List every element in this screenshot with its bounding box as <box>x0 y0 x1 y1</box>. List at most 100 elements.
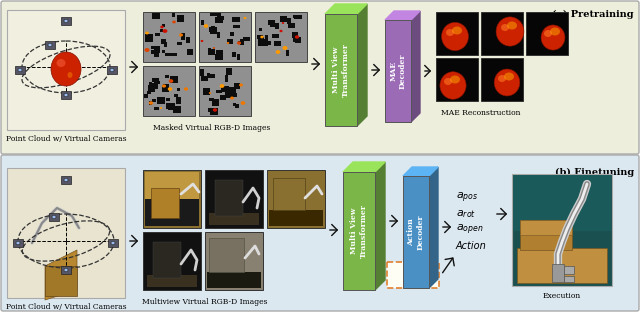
Text: $a_{open}$: $a_{open}$ <box>456 223 484 237</box>
Bar <box>258 37 264 41</box>
Text: $a_{pos}$: $a_{pos}$ <box>456 191 479 205</box>
Ellipse shape <box>179 33 183 37</box>
Bar <box>240 39 244 45</box>
Bar <box>228 87 236 93</box>
Bar <box>165 75 169 78</box>
Bar <box>258 39 266 46</box>
Bar <box>143 12 195 62</box>
Bar <box>275 23 279 29</box>
Ellipse shape <box>541 25 565 50</box>
Bar <box>148 85 155 92</box>
Bar <box>186 37 190 43</box>
Bar <box>154 54 159 57</box>
Bar <box>205 232 263 290</box>
Bar <box>512 174 612 286</box>
Bar <box>564 276 574 282</box>
Bar <box>227 39 233 44</box>
Bar <box>273 178 305 210</box>
Bar <box>7 168 125 298</box>
Bar <box>210 27 217 34</box>
Bar <box>217 32 220 38</box>
Ellipse shape <box>444 78 452 85</box>
Ellipse shape <box>148 101 153 105</box>
Bar <box>143 66 195 116</box>
Bar <box>387 262 439 288</box>
Bar <box>294 15 302 19</box>
Bar <box>162 24 165 27</box>
Bar <box>144 94 148 98</box>
Ellipse shape <box>16 241 20 245</box>
Bar <box>552 264 564 282</box>
Bar <box>143 170 201 228</box>
Bar <box>238 41 243 44</box>
Bar <box>152 13 160 19</box>
Bar <box>161 39 166 44</box>
Bar <box>61 17 71 25</box>
Polygon shape <box>325 4 367 14</box>
Bar <box>225 93 232 98</box>
Bar <box>233 103 236 106</box>
Bar <box>230 32 234 36</box>
Ellipse shape <box>498 75 506 82</box>
Bar <box>215 17 223 23</box>
Bar <box>163 84 169 89</box>
Ellipse shape <box>160 107 162 109</box>
Bar <box>287 18 291 24</box>
Ellipse shape <box>52 215 56 219</box>
Ellipse shape <box>64 178 68 182</box>
Text: $a_{rot}$: $a_{rot}$ <box>456 208 476 220</box>
Bar <box>147 91 151 94</box>
Bar <box>210 108 218 115</box>
Bar <box>235 104 239 108</box>
Ellipse shape <box>504 73 514 80</box>
Bar <box>436 58 478 101</box>
Bar <box>45 41 55 49</box>
Ellipse shape <box>550 28 560 35</box>
Bar <box>152 99 156 102</box>
Ellipse shape <box>169 79 173 83</box>
Bar <box>292 32 298 38</box>
Polygon shape <box>45 250 77 300</box>
Bar <box>385 20 411 122</box>
Ellipse shape <box>282 46 287 50</box>
Text: Action
Decoder: Action Decoder <box>408 214 424 250</box>
Bar <box>481 12 523 55</box>
Text: Point Cloud w/ Virtual Cameras: Point Cloud w/ Virtual Cameras <box>6 303 126 311</box>
Bar <box>177 15 184 22</box>
Bar <box>295 37 301 43</box>
Ellipse shape <box>64 268 68 272</box>
Bar <box>325 14 357 126</box>
Bar <box>517 248 607 283</box>
Ellipse shape <box>160 26 164 28</box>
Bar <box>61 176 71 184</box>
Bar <box>243 37 250 41</box>
Bar <box>49 213 59 221</box>
Bar <box>166 98 170 101</box>
Bar <box>209 27 216 32</box>
Bar <box>211 26 215 29</box>
Bar <box>173 106 181 113</box>
Bar <box>220 95 226 100</box>
Bar <box>288 23 295 28</box>
Bar <box>199 12 251 62</box>
Bar <box>205 170 263 228</box>
Bar <box>225 88 230 93</box>
Ellipse shape <box>213 108 217 112</box>
Ellipse shape <box>280 30 282 32</box>
Bar <box>221 16 224 20</box>
Text: (a) Pretraining: (a) Pretraining <box>552 10 634 19</box>
Bar <box>187 49 193 55</box>
Polygon shape <box>343 162 385 172</box>
Bar <box>209 98 214 101</box>
FancyBboxPatch shape <box>1 155 639 311</box>
Ellipse shape <box>446 29 454 36</box>
Bar <box>237 54 240 60</box>
Bar <box>209 213 259 225</box>
Bar <box>154 81 160 84</box>
Bar <box>274 41 281 46</box>
Bar <box>520 220 572 250</box>
Bar <box>564 266 574 274</box>
Bar <box>259 28 262 31</box>
Bar <box>221 86 229 92</box>
Bar <box>216 90 222 93</box>
